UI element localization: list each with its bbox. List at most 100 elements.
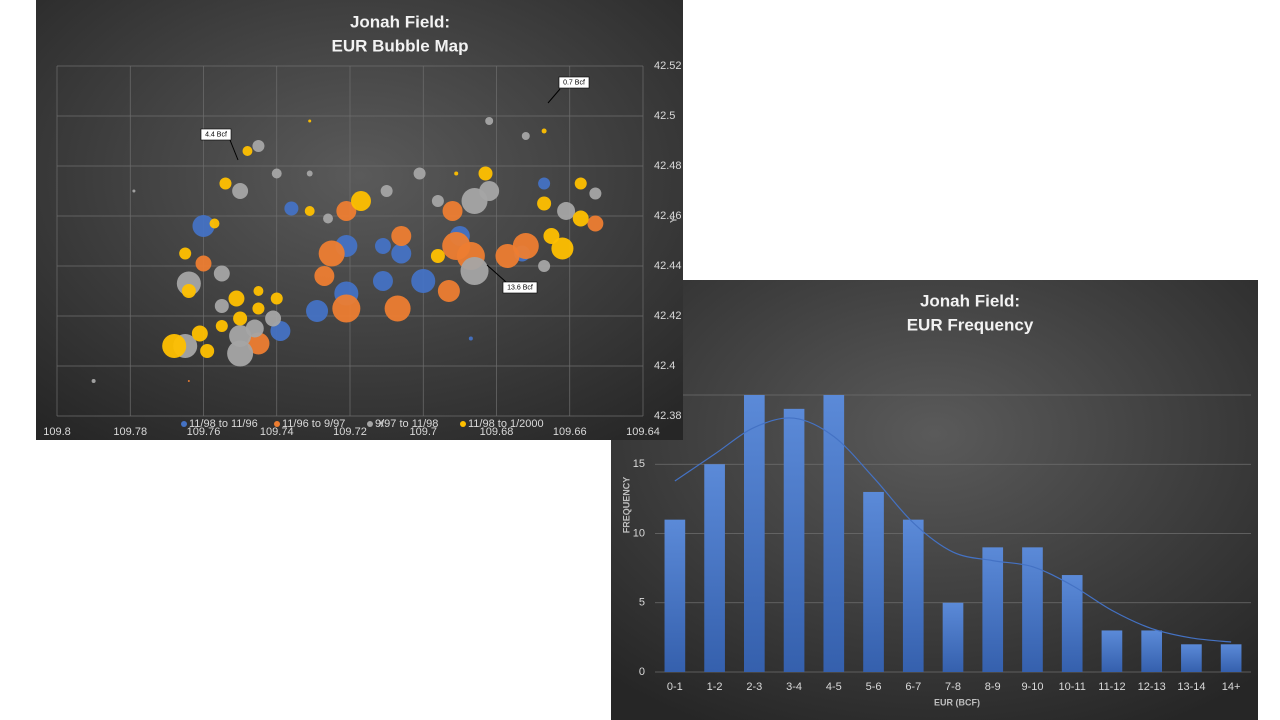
annotation-box [502, 281, 538, 294]
bar [704, 464, 725, 672]
bubble [229, 324, 252, 348]
bubble [391, 226, 412, 246]
bubble [253, 286, 264, 296]
x-tick-label: 6-7 [905, 681, 921, 693]
x-axis-title: X [378, 418, 384, 428]
y-tick-label: 42.48 [654, 160, 682, 172]
x-tick-label: 5-6 [866, 681, 882, 693]
y-tick-label: 42.46 [654, 210, 682, 222]
bubble [228, 290, 245, 307]
chart-title: EUR Bubble Map [332, 36, 469, 55]
bubble [308, 119, 312, 123]
y-tick-label: 42.44 [654, 260, 682, 272]
bubble [306, 299, 329, 323]
annotation-arrow [486, 264, 507, 283]
y-tick-label: 10 [633, 527, 645, 539]
x-tick-label: 109.76 [187, 426, 221, 438]
bubble [265, 310, 282, 327]
y-tick-label: 5 [639, 597, 645, 609]
bubble [162, 333, 187, 359]
x-tick-label: 3-4 [786, 681, 802, 693]
y-tick-label: 42.5 [654, 110, 675, 122]
bubble [323, 213, 333, 224]
bar [1220, 644, 1242, 672]
bubble-chart: Jonah Field: EUR Bubble Map X Y 4.4 Bcf … [36, 0, 683, 440]
bubble [213, 265, 230, 282]
annotation-box [558, 76, 590, 89]
x-tick-label: 2-3 [746, 681, 762, 693]
bubble [551, 237, 574, 260]
bar [1141, 630, 1162, 672]
bubble [132, 189, 136, 193]
bubble [485, 117, 494, 125]
annotation-box [200, 128, 232, 141]
bubble [537, 196, 552, 211]
bar [664, 519, 686, 672]
bubble [437, 279, 460, 303]
bubble [233, 311, 248, 326]
bar [1022, 547, 1043, 672]
x-tick-label: 0-1 [667, 681, 683, 693]
bubble [209, 218, 220, 229]
bubble [242, 146, 253, 156]
bubble [538, 177, 551, 190]
x-tick-label: 7-8 [945, 681, 961, 693]
legend-label: 11/98 to 11/96 [189, 418, 258, 430]
bar [783, 408, 805, 672]
bubble [411, 268, 436, 294]
bubble [219, 177, 232, 190]
frequency-chart: Jonah Field: EUR Frequency EUR (BCF) FRE… [611, 280, 1258, 720]
bubble [468, 336, 473, 341]
bubble [181, 283, 196, 299]
bubble [192, 214, 215, 238]
bubble [380, 184, 393, 198]
bubble [384, 295, 411, 322]
legend-marker [367, 421, 373, 427]
x-tick-label: 8-9 [985, 681, 1001, 693]
legend-marker [181, 421, 187, 427]
bubble [91, 378, 96, 384]
bar [1101, 630, 1123, 672]
y-tick-label: 42.38 [654, 410, 682, 422]
bubble [271, 168, 282, 179]
x-axis-title: EUR (BCF) [934, 697, 980, 707]
y-tick-label: 42.52 [654, 60, 682, 72]
bubble [442, 201, 463, 221]
bubble [391, 243, 412, 264]
bubble [478, 166, 493, 181]
bubble [191, 325, 208, 342]
bubble [318, 240, 345, 267]
x-tick-label: 109.8 [43, 426, 71, 438]
bubble [227, 340, 254, 367]
bubble [336, 201, 357, 221]
bubble [252, 139, 265, 153]
bubble [351, 191, 371, 211]
bubble [247, 332, 270, 355]
bubble [284, 201, 299, 216]
y-tick-label: 15 [633, 458, 645, 470]
chart-title: Jonah Field: [350, 12, 450, 31]
bubble [589, 187, 602, 200]
bubble [430, 248, 445, 264]
bubble [195, 255, 212, 272]
chart-title: EUR Frequency [907, 315, 1034, 334]
bubble [460, 256, 489, 286]
bubble [214, 298, 229, 314]
bubble [270, 292, 283, 305]
x-tick-label: 9-10 [1021, 681, 1043, 693]
bubble [541, 128, 547, 134]
annotation-arrow [229, 139, 239, 161]
x-tick-label: 109.64 [626, 426, 660, 438]
legend-label: 11/98 to 1/2000 [468, 418, 544, 430]
y-tick-label: 42.4 [654, 360, 675, 372]
bar [1181, 644, 1202, 672]
bubble [215, 319, 228, 333]
bubble [572, 210, 589, 227]
bubble [557, 202, 576, 220]
legend-marker [460, 421, 466, 427]
legend-marker [274, 421, 280, 427]
bubble [521, 132, 530, 140]
bubble [587, 215, 604, 232]
y-axis-title: Y [668, 217, 678, 223]
x-tick-label: 12-13 [1138, 681, 1166, 693]
